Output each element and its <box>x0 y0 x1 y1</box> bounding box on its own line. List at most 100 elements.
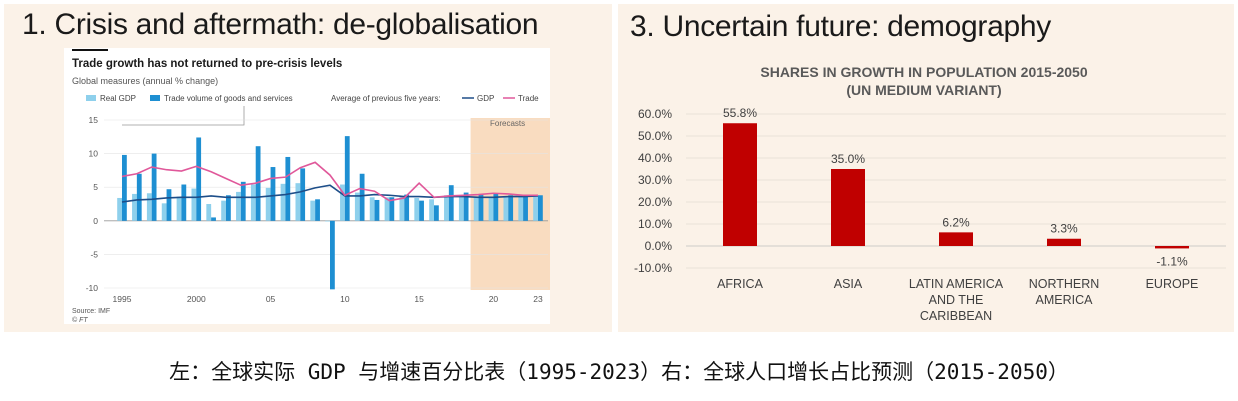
x-tick-label: 10 <box>340 294 350 304</box>
real-gdp-bar <box>340 184 345 221</box>
trade-volume-bar <box>270 167 276 221</box>
real-gdp-bar <box>369 197 375 221</box>
x-tick-label: 20 <box>489 294 499 304</box>
trade-volume-bar <box>463 192 469 221</box>
y-tick-label: 40.0% <box>638 151 672 165</box>
x-tick-label: 15 <box>414 294 424 304</box>
trade-volume-bar <box>240 181 246 221</box>
real-gdp-bar <box>429 199 434 221</box>
right-slide-title: 3. Uncertain future: demography <box>630 10 1051 43</box>
trade-volume-bar <box>166 189 172 221</box>
forecasts-label: Forecasts <box>490 119 525 128</box>
real-gdp-bar <box>161 203 167 221</box>
real-gdp-bar <box>414 197 420 221</box>
real-gdp-bar <box>295 183 301 221</box>
real-gdp-bar <box>265 187 271 221</box>
population-bar <box>723 123 757 246</box>
y-tick-label: 60.0% <box>638 107 672 121</box>
real-gdp-bar <box>206 204 212 221</box>
category-label: LATIN AMERICA <box>909 277 1004 291</box>
y-tick-label: 15 <box>89 115 99 125</box>
x-tick-label: 05 <box>266 294 276 304</box>
real-gdp-bar <box>503 196 509 221</box>
trade-volume-bar <box>404 194 410 221</box>
data-label: 6.2% <box>942 215 970 229</box>
legend-swatch-trade-volume <box>150 95 160 101</box>
trade-volume-bar <box>122 154 127 221</box>
real-gdp-bar <box>399 196 405 221</box>
trade-volume-bar <box>255 146 261 221</box>
real-gdp-bar <box>354 192 360 221</box>
y-tick-label: 20.0% <box>638 195 672 209</box>
trade-growth-chart: Trade growth has not returned to pre-cri… <box>64 48 550 324</box>
legend-swatch-real-gdp <box>86 95 96 101</box>
population-growth-chart: SHARES IN GROWTH IN POPULATION 2015-2050… <box>634 64 1226 323</box>
legend-real-gdp: Real GDP <box>100 94 136 103</box>
chart-title-line2: (UN MEDIUM VARIANT) <box>846 82 1001 98</box>
category-label: AND THE <box>929 293 984 307</box>
real-gdp-bar <box>132 193 137 221</box>
trade-volume-bar <box>300 168 306 221</box>
trade-volume-bar <box>448 185 454 221</box>
trade-volume-bar <box>493 193 499 221</box>
real-gdp-bar <box>250 184 256 221</box>
avg-trade-line <box>121 161 538 202</box>
trade-volume-bar <box>523 194 528 221</box>
chart-title-line1: SHARES IN GROWTH IN POPULATION 2015-2050 <box>760 64 1087 80</box>
x-tick-label: 2000 <box>187 294 206 304</box>
data-label: 55.8% <box>723 106 757 120</box>
x-tick-label: 1995 <box>113 294 132 304</box>
legend-trade-volume: Trade volume of goods and services <box>164 94 293 103</box>
data-label: 3.3% <box>1050 222 1078 236</box>
trade-volume-bar <box>315 199 320 221</box>
trade-volume-bar <box>151 153 157 221</box>
left-slide-title: 1. Crisis and aftermath: de-globalisatio… <box>22 8 539 41</box>
left-slide-panel: 1. Crisis and aftermath: de-globalisatio… <box>4 4 612 332</box>
trade-volume-bar <box>211 217 216 221</box>
y-tick-label: 0.0% <box>645 239 673 253</box>
data-label: 35.0% <box>831 152 865 166</box>
category-label: AMERICA <box>1036 293 1094 307</box>
trade-volume-bar <box>285 156 291 221</box>
real-gdp-bar <box>236 191 241 221</box>
population-bar <box>939 232 973 246</box>
y-tick-label: 30.0% <box>638 173 672 187</box>
real-gdp-bar <box>117 197 122 221</box>
y-tick-label: -10 <box>86 283 99 293</box>
y-tick-label: 50.0% <box>638 129 672 143</box>
trade-volume-bar <box>181 184 187 221</box>
legend-avg-gdp: GDP <box>477 94 494 103</box>
category-label: AFRICA <box>717 277 764 291</box>
trade-volume-bar <box>196 137 202 221</box>
trade-volume-bar <box>508 195 514 221</box>
real-gdp-bar <box>384 197 390 221</box>
trade-volume-bar <box>374 199 380 221</box>
avg-gdp-line <box>121 184 539 203</box>
trade-volume-bar <box>389 197 395 221</box>
real-gdp-bar <box>280 183 286 221</box>
x-tick-label: 23 <box>533 294 543 304</box>
chart-background <box>64 48 550 324</box>
data-label: -1.1% <box>1156 254 1188 268</box>
chart-subtitle: Global measures (annual % change) <box>72 76 218 86</box>
real-gdp-bar <box>458 196 464 221</box>
trade-volume-bar <box>136 173 142 221</box>
real-gdp-bar <box>533 195 538 221</box>
figure-caption: 左：全球实际 GDP 与增速百分比表（1995-2023）右：全球人口增长占比预… <box>169 360 1069 384</box>
trade-volume-bar <box>478 193 484 221</box>
real-gdp-bar <box>325 220 330 222</box>
trade-volume-bar <box>226 195 231 221</box>
trade-volume-bar <box>538 195 543 221</box>
y-tick-label: 0 <box>93 216 98 226</box>
y-tick-label: 5 <box>93 182 98 192</box>
real-gdp-bar <box>444 195 449 221</box>
real-gdp-bar <box>191 188 197 221</box>
population-bar <box>1047 238 1081 246</box>
real-gdp-bar <box>176 196 182 221</box>
legend-avg-trade: Trade <box>518 94 539 103</box>
y-tick-label: -10.0% <box>634 261 672 275</box>
real-gdp-bar <box>221 200 226 221</box>
y-tick-label: 10.0% <box>638 217 672 231</box>
trade-volume-bar <box>330 220 335 290</box>
trade-volume-bar <box>344 136 350 221</box>
